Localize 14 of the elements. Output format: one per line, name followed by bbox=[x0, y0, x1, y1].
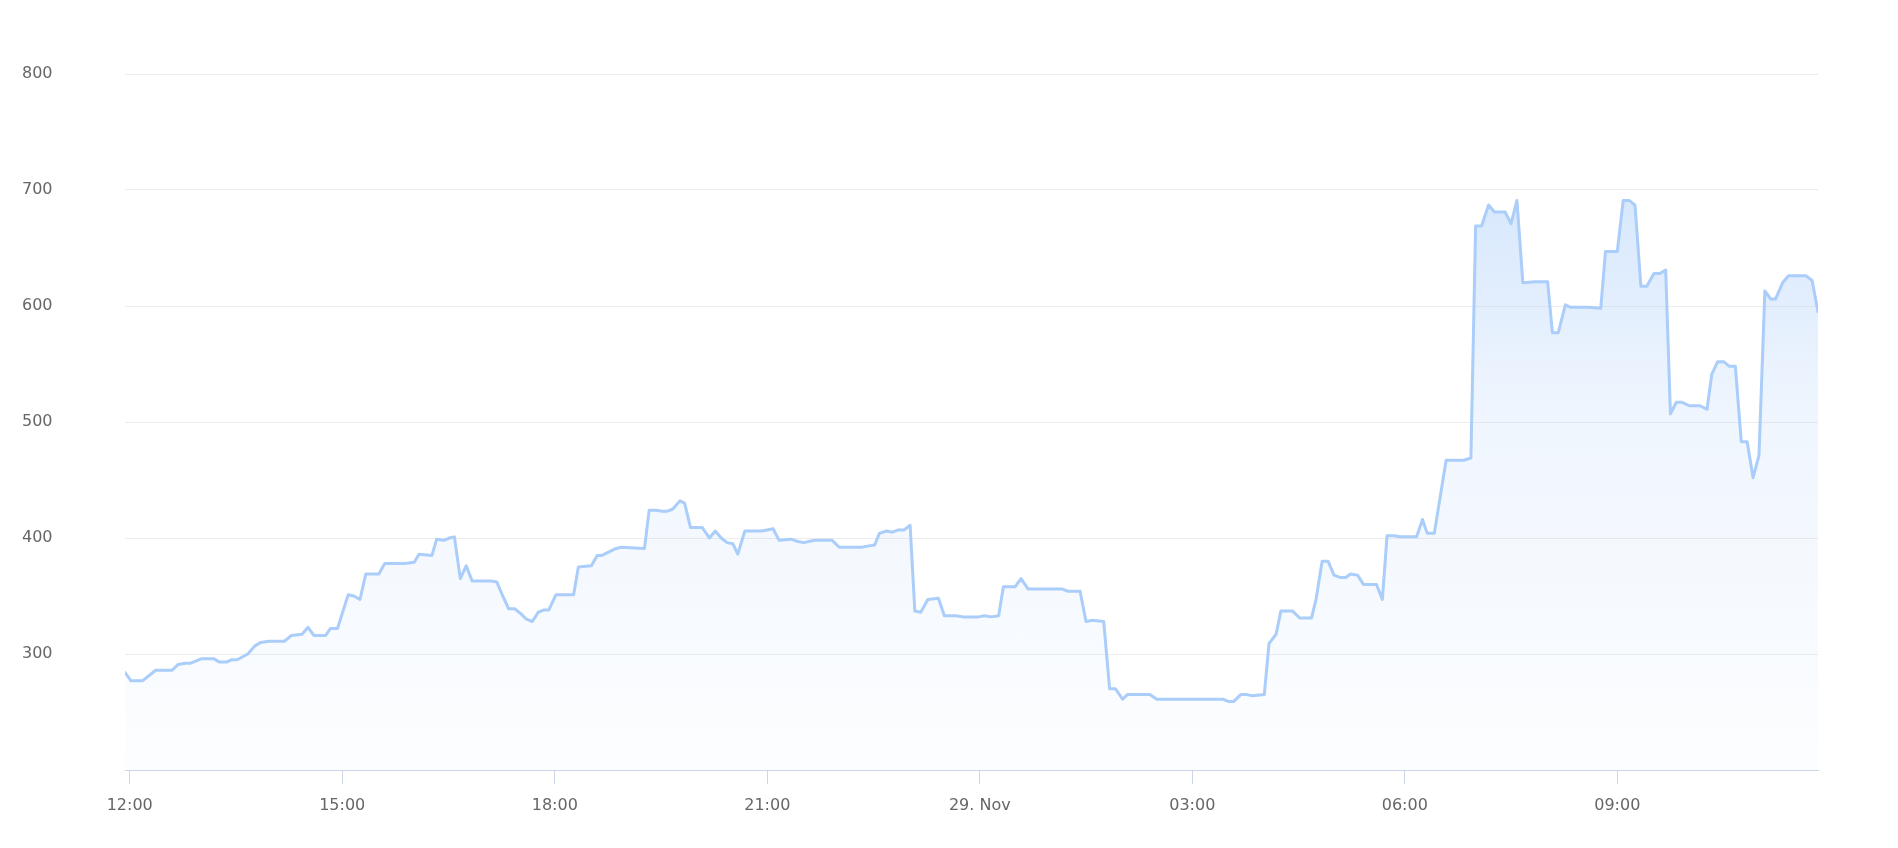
x-tick-label: 18:00 bbox=[531, 794, 578, 814]
y-tick-label: 700 bbox=[22, 179, 53, 199]
x-tick-label: 09:00 bbox=[1594, 794, 1641, 814]
x-tick-label: 21:00 bbox=[744, 794, 791, 814]
x-tick-label: 15:00 bbox=[319, 794, 366, 814]
y-tick-label: 800 bbox=[22, 63, 53, 83]
x-tick-label: 12:00 bbox=[106, 794, 153, 814]
x-tick-label: 03:00 bbox=[1169, 794, 1216, 814]
x-tick-label: 06:00 bbox=[1381, 794, 1428, 814]
y-tick-label: 500 bbox=[22, 411, 53, 431]
x-tick-label: 29. Nov bbox=[948, 794, 1011, 814]
y-tick-label: 300 bbox=[22, 643, 53, 663]
y-tick-label: 600 bbox=[22, 295, 53, 315]
y-tick-label: 400 bbox=[22, 527, 53, 547]
